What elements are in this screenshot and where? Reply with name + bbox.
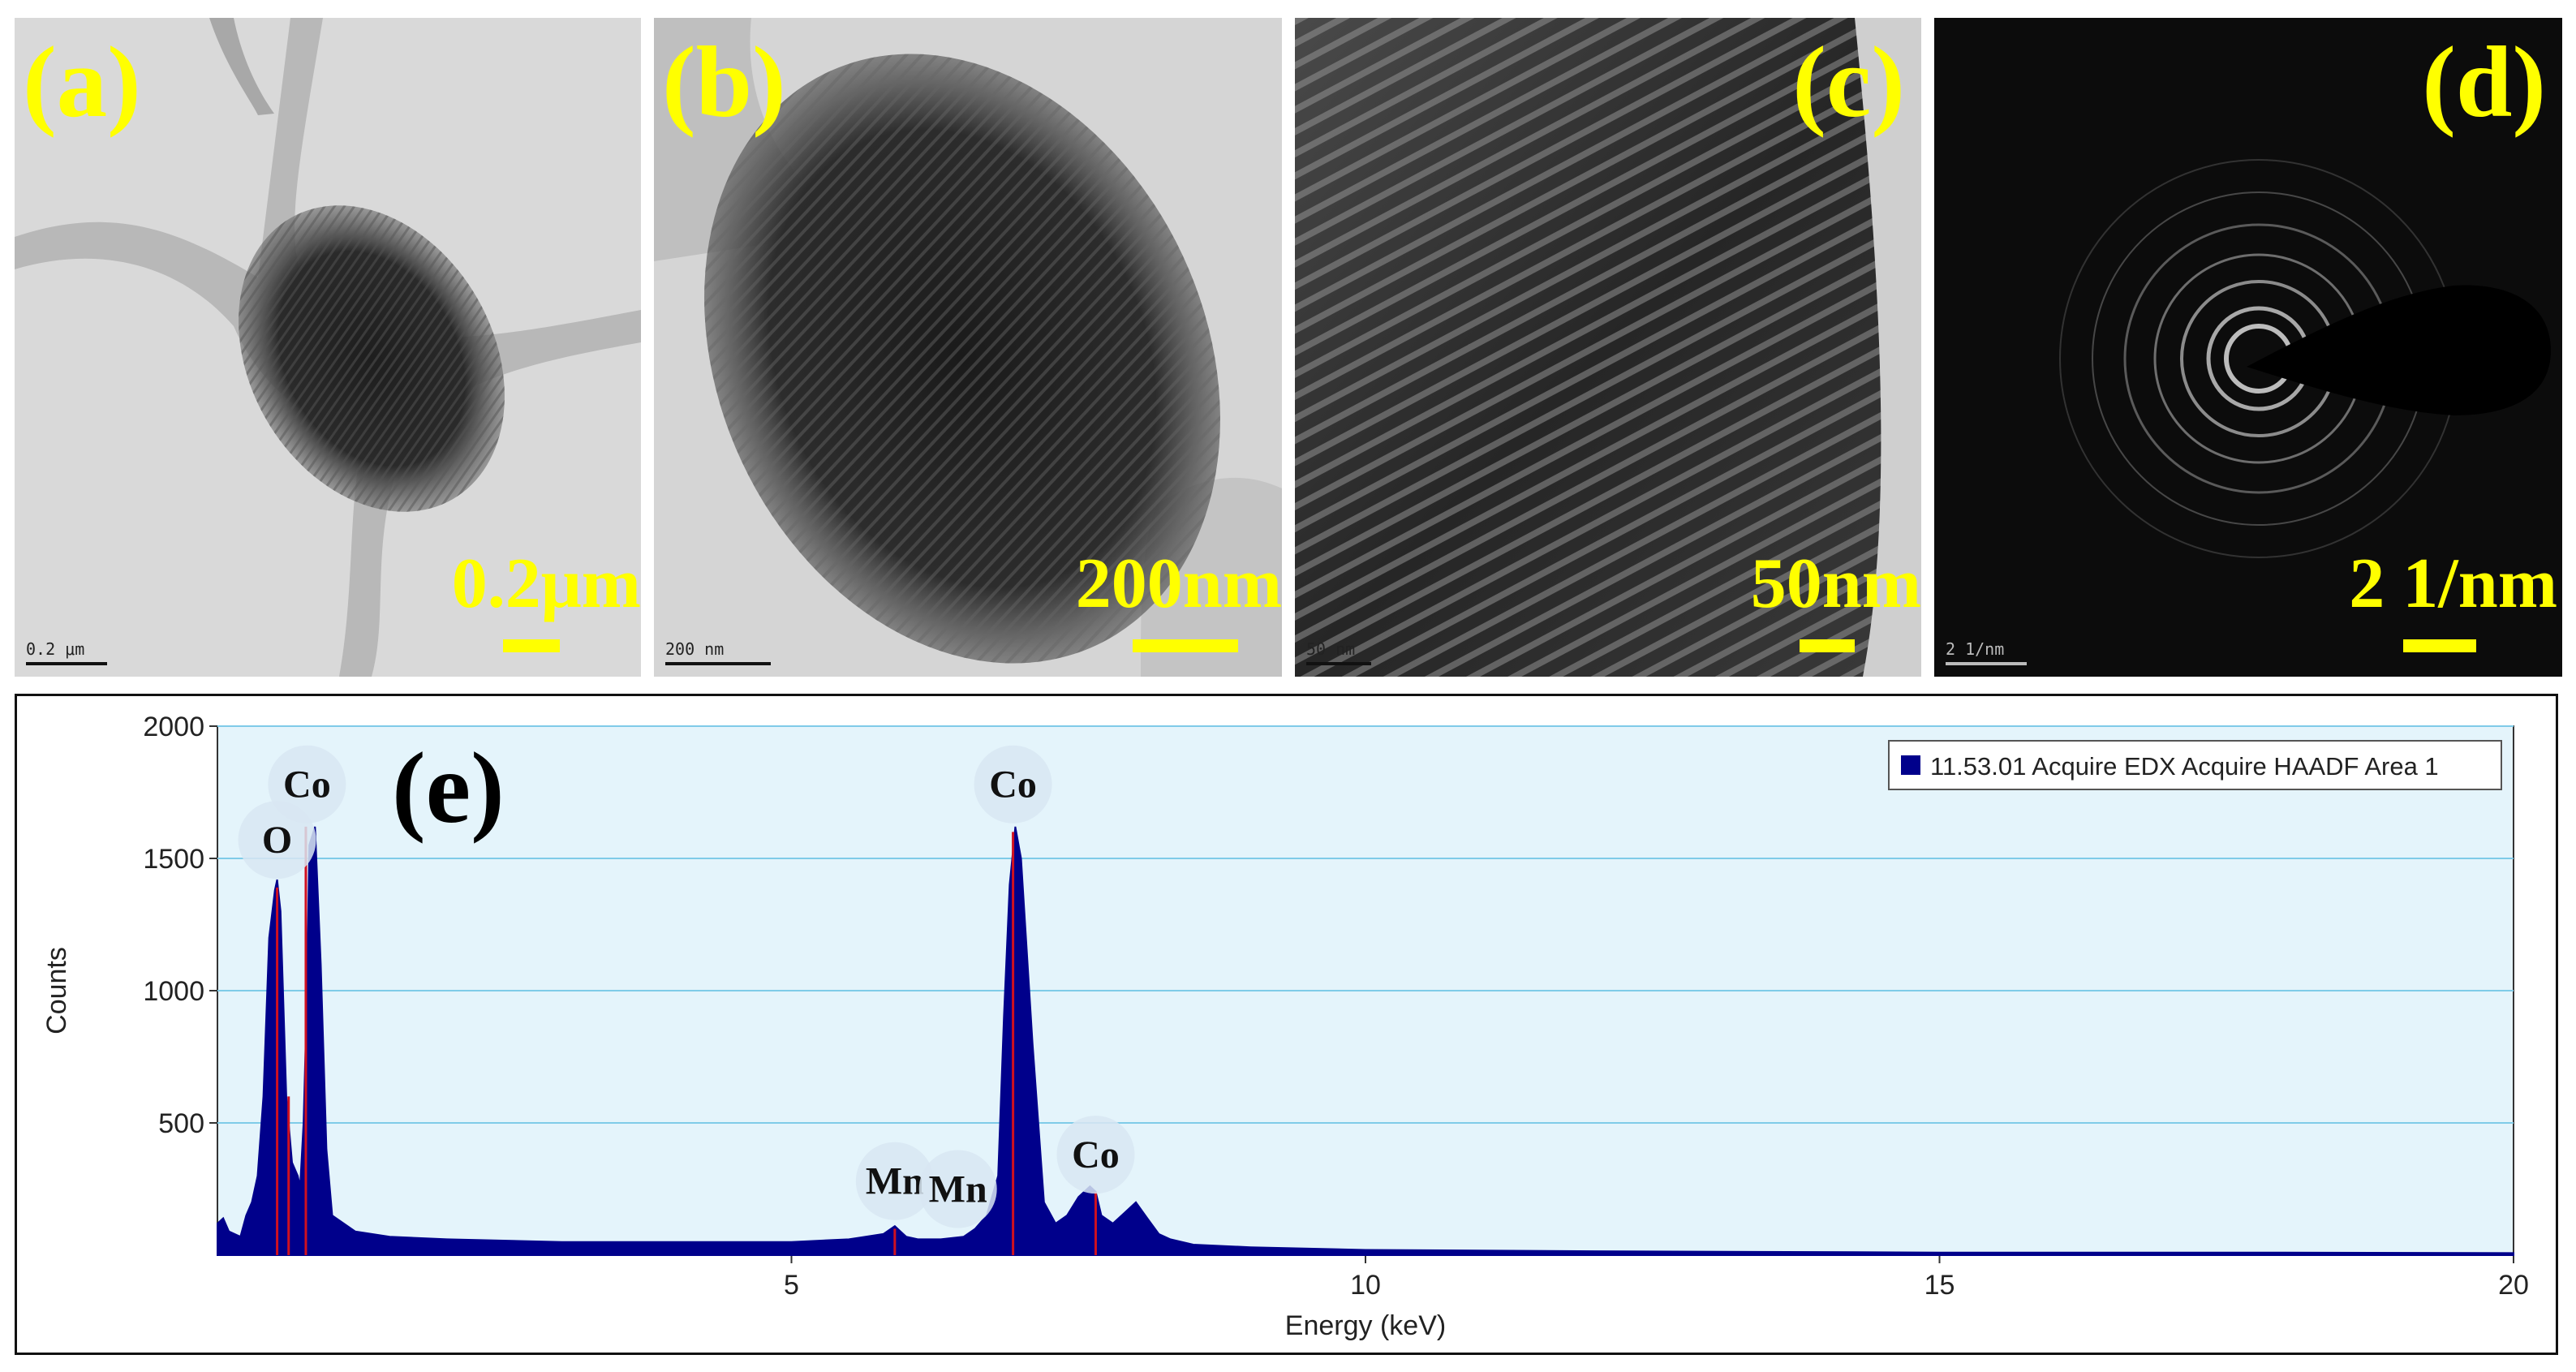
peak-label: Co bbox=[989, 763, 1037, 806]
peak-label: Co bbox=[1072, 1133, 1120, 1176]
legend-swatch bbox=[1901, 755, 1920, 775]
scale-bar bbox=[1133, 639, 1238, 652]
scale-bar bbox=[1800, 639, 1855, 652]
edx-spectrum-series bbox=[217, 826, 2514, 1256]
peak-label: Co bbox=[283, 763, 331, 806]
saed-panel-d: (d) 2 1/nm 2 1/nm bbox=[1934, 18, 2562, 677]
panel-label: (b) bbox=[662, 27, 786, 139]
tem-image-b bbox=[654, 18, 1282, 677]
peak-label: Mn bbox=[929, 1168, 987, 1211]
peak-label: Mn bbox=[866, 1160, 924, 1203]
scale-bar-label: 200nm bbox=[1075, 544, 1282, 623]
peak-label: O bbox=[262, 819, 292, 862]
panel-label: (d) bbox=[2422, 27, 2546, 139]
tem-panel-c: (c) 50nm 50 nm bbox=[1295, 18, 1921, 677]
x-tick-label: 10 bbox=[1350, 1270, 1381, 1301]
peak-label-bubble bbox=[918, 1150, 997, 1228]
y-tick-label: 1500 bbox=[143, 844, 204, 875]
image-scale-bar bbox=[1946, 662, 2027, 665]
legend: 11.53.01 Acquire EDX Acquire HAADF Area … bbox=[1888, 740, 2502, 790]
y-axis-label: Counts bbox=[41, 947, 72, 1034]
peak-label-bubble bbox=[1056, 1116, 1135, 1194]
scale-bar-label: 50nm bbox=[1750, 544, 1921, 623]
tem-image-c bbox=[1295, 18, 1921, 677]
scale-bar-label: 2 1/nm bbox=[2349, 544, 2557, 623]
image-scale-label: 50 nm bbox=[1306, 639, 1356, 659]
saed-pattern-image bbox=[1934, 18, 2562, 677]
scale-bar bbox=[503, 639, 560, 652]
peak-label-bubble bbox=[268, 745, 346, 824]
image-scale-bar bbox=[665, 662, 771, 665]
image-scale-label: 2 1/nm bbox=[1946, 639, 2005, 659]
x-tick-label: 20 bbox=[2498, 1270, 2529, 1301]
panel-label: (e) bbox=[392, 733, 505, 845]
tem-panel-a: (a) 0.2μm 0.2 μm bbox=[15, 18, 641, 677]
edx-spectrum-panel: 500 1000 1500 2000 5 10 15 20 O Co Co Mn Mn Co (e) … bbox=[15, 694, 2558, 1355]
y-tick-label: 500 bbox=[158, 1108, 204, 1139]
peak-label-bubble bbox=[974, 745, 1052, 824]
x-tick-label: 15 bbox=[1924, 1270, 1955, 1301]
image-scale-label: 0.2 μm bbox=[26, 639, 85, 659]
x-tick-label: 5 bbox=[784, 1270, 799, 1301]
y-tick-label: 2000 bbox=[143, 712, 204, 742]
image-scale-bar bbox=[26, 662, 107, 665]
tem-panel-b: (b) 200nm 200 nm bbox=[654, 18, 1282, 677]
panel-label: (c) bbox=[1792, 27, 1905, 139]
tem-image-a bbox=[15, 18, 641, 677]
x-axis-label: Energy (keV) bbox=[1285, 1310, 1446, 1341]
peak-label-bubble bbox=[855, 1142, 934, 1220]
image-scale-label: 200 nm bbox=[665, 639, 725, 659]
legend-entry: 11.53.01 Acquire EDX Acquire HAADF Area … bbox=[1930, 752, 2439, 781]
image-scale-bar bbox=[1306, 662, 1371, 665]
y-tick-label: 1000 bbox=[143, 976, 204, 1007]
scale-bar bbox=[2403, 639, 2476, 652]
panel-label: (a) bbox=[23, 27, 141, 139]
scale-bar-label: 0.2μm bbox=[451, 544, 641, 623]
